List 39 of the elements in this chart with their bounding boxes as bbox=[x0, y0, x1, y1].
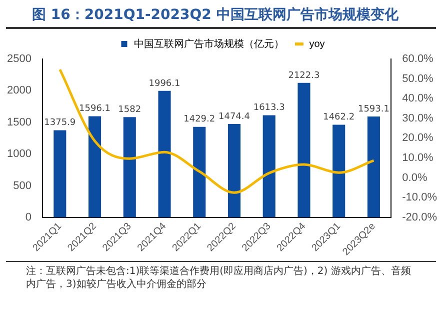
bar bbox=[123, 117, 136, 218]
data-label: 1582 bbox=[118, 105, 142, 116]
y2-tick-label: 40.0% bbox=[402, 92, 434, 105]
bar bbox=[228, 124, 241, 218]
y-tick-label: 500 bbox=[13, 180, 32, 192]
y-tick-label: 1500 bbox=[6, 116, 32, 128]
bar bbox=[193, 126, 206, 218]
y2-tick-label: -20.0% bbox=[402, 211, 438, 224]
y2-tick-label: 0.0% bbox=[402, 172, 428, 184]
y2-tick-label: 60.0% bbox=[402, 53, 434, 66]
data-label: 2122.3 bbox=[288, 70, 320, 81]
data-label: 1375.9 bbox=[44, 118, 76, 128]
y2-tick-label: 30.0% bbox=[402, 112, 434, 124]
legend-label: yoy bbox=[309, 38, 325, 50]
bar bbox=[158, 90, 171, 218]
bar bbox=[298, 82, 310, 218]
bar bbox=[54, 130, 66, 218]
legend-label: 中国互联网广告市场规模（亿元） bbox=[134, 38, 284, 50]
chart-title: 图 16：2021Q1-2023Q2 中国互联网广告市场规模变化 bbox=[6, 0, 436, 29]
data-label: 1462.2 bbox=[323, 112, 355, 123]
bar bbox=[88, 116, 102, 218]
data-label: 1429.2 bbox=[184, 114, 216, 125]
text: 注：互联网广告未包含:1)联等渠道合作费用(即应用商店内广告)，2) 游戏内广告、音频内广告，3)如较广告收入中介佣金的部分 bbox=[6, 261, 436, 291]
y-tick-label: 2500 bbox=[6, 53, 32, 66]
y-tick-label: 1000 bbox=[6, 148, 32, 160]
bar bbox=[332, 124, 346, 218]
data-label: 1474.4 bbox=[218, 112, 250, 122]
y-tick-label: 2000 bbox=[6, 84, 32, 97]
y-tick-label: 0 bbox=[25, 211, 32, 224]
y2-tick-label: 50.0% bbox=[402, 72, 434, 85]
data-label: 1593.1 bbox=[358, 104, 390, 114]
y2-tick-label: -10.0% bbox=[402, 192, 438, 204]
bar bbox=[367, 116, 380, 218]
data-label: 1613.3 bbox=[253, 103, 285, 114]
y2-tick-label: 20.0% bbox=[402, 132, 434, 144]
data-label: 1996.1 bbox=[148, 78, 180, 89]
data-label: 1596.1 bbox=[79, 104, 111, 114]
bar bbox=[262, 115, 276, 218]
y2-tick-label: 10.0% bbox=[402, 152, 434, 164]
